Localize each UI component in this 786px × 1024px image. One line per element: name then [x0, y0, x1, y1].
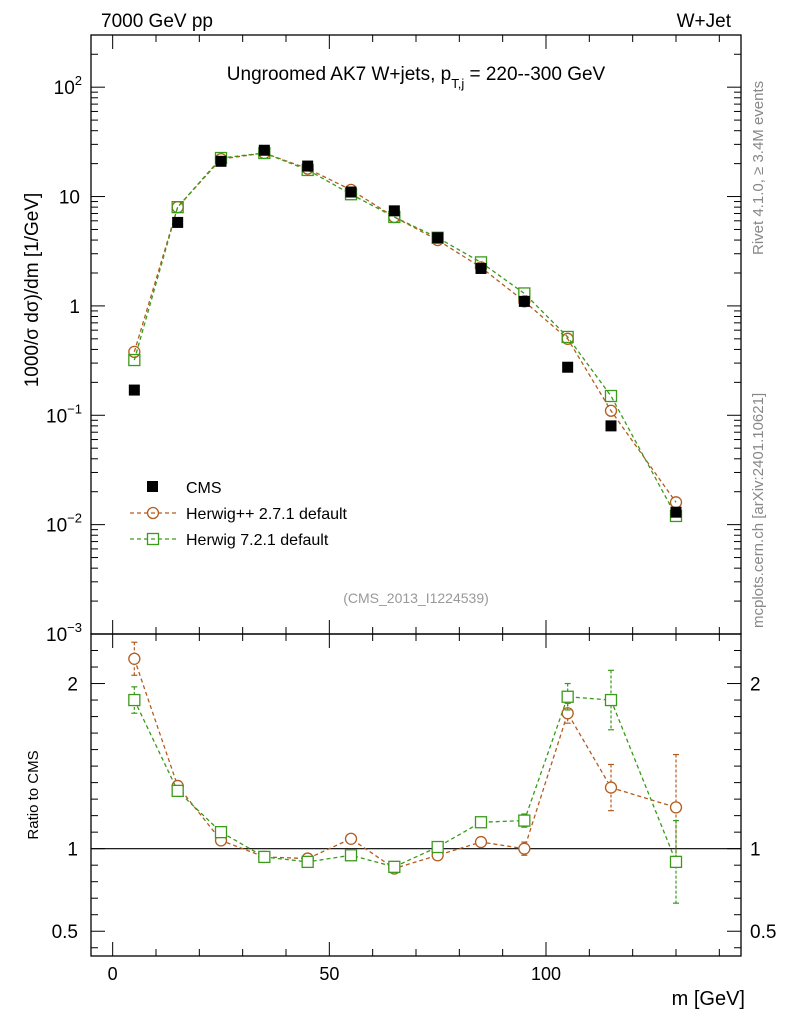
ratio-tick-label-right: 2	[750, 675, 761, 696]
herwig7-ratio-point	[258, 850, 271, 864]
herwigpp-main-line	[133, 152, 677, 503]
herwigpp-ratio-point	[604, 781, 618, 794]
herwig7-ratio-point-bg	[215, 826, 227, 838]
ratio-tick-label-right: 1	[750, 840, 761, 861]
legend-cms-label: CMS	[186, 480, 222, 497]
cms-data-point	[605, 420, 617, 432]
herwig7-ratio-point-bg	[258, 851, 270, 863]
herwig7-ratio-point-bg	[518, 815, 530, 827]
energy-label: 7000 GeV pp	[101, 11, 213, 32]
y-tick-label: 102	[54, 73, 82, 99]
legend-herwigpp-marker	[146, 506, 160, 520]
cms-data-point	[518, 295, 530, 307]
herwigpp-ratio-point	[669, 801, 683, 814]
legend-herwig7-marker	[146, 532, 160, 546]
herwigpp-ratio-point-bg	[605, 782, 617, 794]
ratio-tick-label: 1	[67, 840, 78, 861]
herwig7-ratio-point	[669, 855, 683, 869]
herwig7-ratio-point	[388, 860, 401, 873]
herwig7-ratio-point	[344, 849, 358, 862]
herwig7-ratio-point	[561, 690, 574, 703]
ratio-panel-frame	[90, 633, 742, 957]
cms-data-point	[475, 262, 487, 274]
analysis-id-label: (CMS_2013_I1224539)	[343, 590, 489, 606]
herwig7-ratio-point-bg	[562, 691, 574, 703]
series-layer	[128, 144, 683, 904]
herwig7-ratio-point-bg	[388, 861, 400, 873]
herwig7-ratio-point	[518, 814, 531, 827]
herwigpp-ratio-point-bg	[518, 843, 530, 855]
herwig7-ratio-point	[128, 693, 141, 707]
rivet-version-label: Rivet 4.1.0, ≥ 3.4M events	[750, 81, 767, 255]
herwig7-ratio-point-bg	[605, 694, 617, 706]
x-tick-label: 50	[319, 964, 339, 984]
legend-cms-marker	[147, 481, 158, 492]
mcplots-url-label: mcplots.cern.ch [arXiv:2401.10621]	[750, 393, 767, 628]
herwigpp-ratio-point	[344, 832, 358, 845]
cms-data-point	[172, 216, 184, 228]
chart-title: Ungroomed AK7 W+jets, pT,j = 220--300 Ge…	[227, 64, 606, 91]
herwig7-ratio-point-bg	[670, 856, 682, 868]
herwig7-ratio-point	[431, 840, 444, 854]
herwig7-main-point	[561, 330, 574, 344]
cms-data-point	[670, 506, 682, 518]
herwig7-ratio-point-bg	[475, 816, 487, 828]
herwig7-ratio-point	[474, 816, 488, 829]
cms-data-point	[215, 155, 227, 167]
y-axis-label: 1000/σ dσ)/dm [1/GeV]	[22, 193, 43, 388]
y-tick-label: 10	[59, 188, 80, 209]
herwigpp-ratio-point-bg	[128, 653, 140, 665]
cms-data-point	[345, 186, 357, 198]
cms-data-point	[128, 384, 140, 396]
herwigpp-ratio-point	[474, 835, 488, 849]
herwig7-ratio-point	[214, 826, 228, 839]
herwig7-ratio-point	[604, 693, 618, 707]
x-axis-label: m [GeV]	[672, 988, 745, 1010]
herwig7-ratio-point	[301, 855, 314, 869]
herwigpp-ratio-point-bg	[670, 801, 682, 813]
herwigpp-ratio-point-bg	[432, 849, 444, 861]
herwig7-ratio-point-bg	[128, 694, 140, 706]
legend-herwigpp-label: Herwig++ 2.7.1 default	[186, 506, 348, 523]
herwig7-ratio-point-bg	[172, 785, 184, 797]
herwigpp-main-point	[604, 404, 618, 417]
herwig7-ratio-point-bg	[432, 841, 444, 853]
x-tick-label: 0	[108, 964, 118, 984]
x-tick-label: 100	[531, 964, 561, 984]
herwig7-main-point	[171, 200, 184, 214]
y-tick-label: 1	[69, 297, 80, 318]
herwigpp-ratio-point-bg	[345, 833, 357, 845]
cms-data-point	[258, 144, 270, 156]
herwigpp-ratio-point-bg	[215, 834, 227, 846]
cms-data-point	[388, 205, 400, 217]
cms-data-point	[432, 232, 444, 244]
herwig7-main-point	[604, 389, 618, 403]
herwigpp-ratio-point	[128, 652, 141, 665]
herwig7-main-line	[133, 152, 677, 517]
herwig7-ratio-point-bg	[302, 856, 314, 868]
process-label: W+Jet	[677, 11, 732, 32]
herwig7-main-point	[128, 353, 141, 367]
ratio-tick-label-right: 0.5	[750, 922, 776, 943]
cms-data-point	[302, 160, 314, 172]
legend-herwig7-label: Herwig 7.2.1 default	[186, 532, 329, 549]
herwigpp-ratio-point-bg	[475, 836, 487, 848]
ratio-tick-label: 0.5	[52, 922, 78, 943]
y-tick-label: 10−1	[46, 401, 82, 427]
herwigpp-ratio-point	[518, 842, 531, 855]
herwigpp-main-point	[128, 345, 141, 359]
ratio-tick-label: 2	[67, 675, 78, 696]
y-tick-label: 10−2	[46, 511, 82, 537]
axes-layer: 0 50 100 10−3 10−2 10−1 1 10 102 0.5 0.5 1 1 2 2	[46, 34, 776, 984]
herwig7-ratio-point	[171, 784, 184, 798]
herwig7-ratio-point-bg	[345, 849, 357, 861]
legend: CMS Herwig++ 2.7.1 default Herwig 7.2.1 …	[130, 480, 348, 549]
y-tick-label: 10−3	[46, 620, 82, 646]
herwigpp-ratio-point-bg	[562, 707, 574, 719]
cms-data-point	[562, 361, 574, 373]
ratio-axis-label: Ratio to CMS	[25, 750, 42, 839]
